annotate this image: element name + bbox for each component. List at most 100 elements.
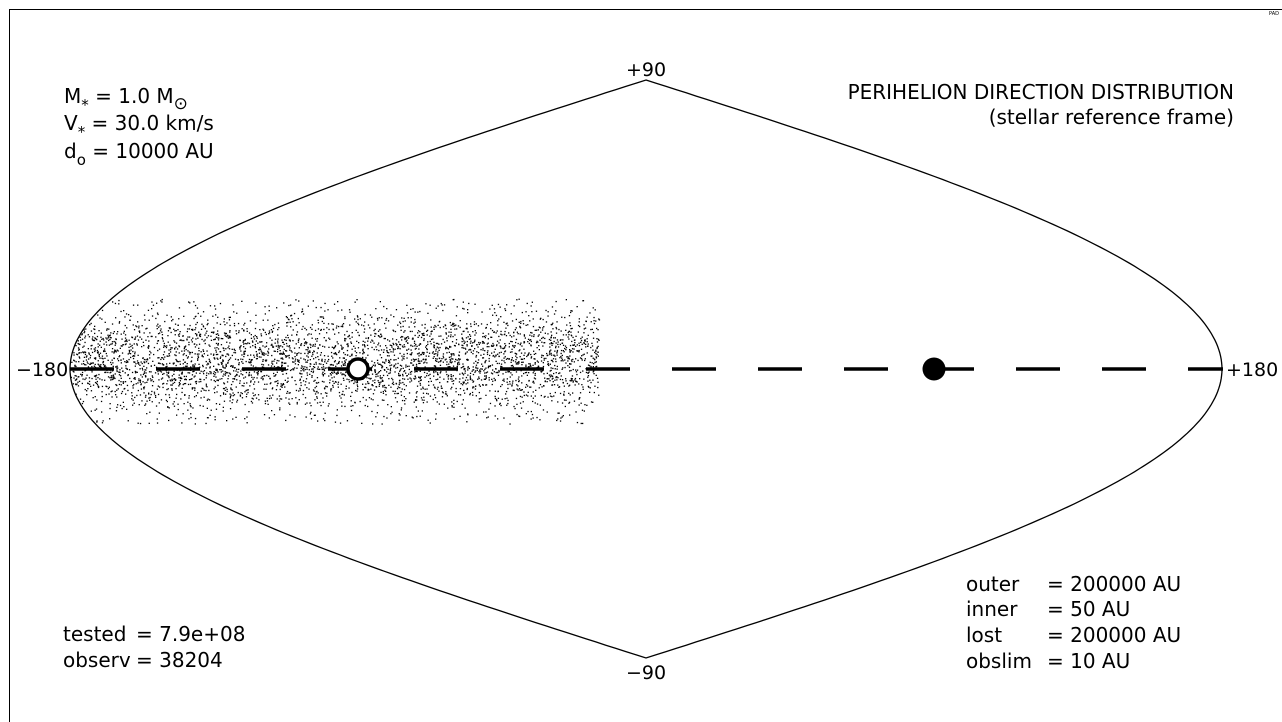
data-point <box>300 370 302 372</box>
data-point <box>576 421 579 424</box>
data-point <box>282 358 284 360</box>
data-point <box>161 337 163 339</box>
data-point <box>531 311 533 313</box>
data-point <box>469 377 471 379</box>
data-point <box>90 390 93 392</box>
data-point <box>595 361 597 363</box>
data-point <box>84 353 87 356</box>
data-point <box>324 419 326 422</box>
data-point <box>482 357 485 359</box>
data-point <box>96 421 98 423</box>
data-point <box>305 381 307 383</box>
data-point <box>310 370 312 373</box>
data-point <box>301 310 304 312</box>
data-point <box>353 379 355 381</box>
data-point <box>144 375 147 377</box>
data-point <box>298 338 300 340</box>
data-point <box>326 386 328 388</box>
data-point <box>249 362 251 364</box>
data-point <box>168 419 170 422</box>
data-point <box>455 378 457 380</box>
data-point <box>282 352 284 355</box>
data-point <box>259 349 261 351</box>
data-point <box>306 366 308 369</box>
data-point <box>590 355 592 357</box>
data-point <box>116 365 118 367</box>
data-point <box>568 330 570 333</box>
data-point <box>445 371 447 373</box>
data-point <box>578 398 580 400</box>
data-point <box>88 358 90 360</box>
data-point <box>322 397 324 399</box>
data-point <box>78 348 80 350</box>
data-point <box>388 378 390 380</box>
data-point <box>375 386 378 388</box>
data-point <box>306 355 308 357</box>
data-point <box>120 375 122 377</box>
data-point <box>255 314 257 316</box>
data-point <box>482 341 484 343</box>
data-point <box>485 326 487 329</box>
data-point <box>437 386 439 388</box>
data-point <box>492 342 494 345</box>
data-point <box>162 357 164 359</box>
data-point <box>364 404 366 407</box>
data-point <box>188 379 191 381</box>
data-point <box>286 317 288 319</box>
data-point <box>255 340 257 342</box>
data-point <box>223 347 225 350</box>
data-point <box>178 345 180 347</box>
data-point <box>273 365 276 368</box>
data-point <box>191 378 193 380</box>
data-point <box>124 372 126 374</box>
data-point <box>78 380 81 382</box>
data-point <box>525 311 527 313</box>
data-point <box>543 342 545 344</box>
data-point <box>157 370 159 373</box>
data-point <box>377 335 380 337</box>
data-point <box>592 307 594 309</box>
data-point <box>345 359 347 361</box>
data-point <box>178 346 181 348</box>
data-point <box>555 332 558 334</box>
data-point <box>198 331 200 333</box>
data-point <box>370 377 372 380</box>
data-point <box>245 360 247 363</box>
data-point <box>534 402 536 404</box>
data-point <box>225 332 227 335</box>
data-point <box>420 379 422 381</box>
data-point <box>589 365 591 367</box>
data-point <box>171 347 173 349</box>
data-point <box>484 378 487 380</box>
data-point <box>447 366 449 368</box>
data-point <box>493 308 496 310</box>
data-point <box>451 401 453 403</box>
data-point <box>556 419 558 422</box>
data-point <box>244 391 246 393</box>
data-point <box>281 366 283 368</box>
data-point <box>81 363 83 365</box>
data-point <box>388 384 390 386</box>
data-point <box>166 355 168 357</box>
data-point <box>583 378 585 380</box>
data-point <box>568 315 571 317</box>
data-point <box>244 376 247 378</box>
data-point <box>518 321 520 323</box>
data-point <box>151 308 153 310</box>
data-point <box>443 403 445 405</box>
data-point <box>477 325 480 327</box>
data-point <box>437 347 440 349</box>
data-point <box>258 399 260 401</box>
data-point <box>124 337 127 339</box>
data-point <box>553 372 555 375</box>
data-point <box>376 317 379 320</box>
data-point <box>568 358 570 360</box>
parameter-block: M* = 1.0 M⊙ V* = 30.0 km/s do = 10000 AU <box>64 84 214 169</box>
data-point <box>517 342 519 345</box>
data-point <box>579 365 581 368</box>
data-point <box>148 354 151 356</box>
data-point <box>475 367 477 369</box>
data-point <box>291 369 293 371</box>
data-point <box>329 379 331 381</box>
data-point <box>596 353 598 356</box>
